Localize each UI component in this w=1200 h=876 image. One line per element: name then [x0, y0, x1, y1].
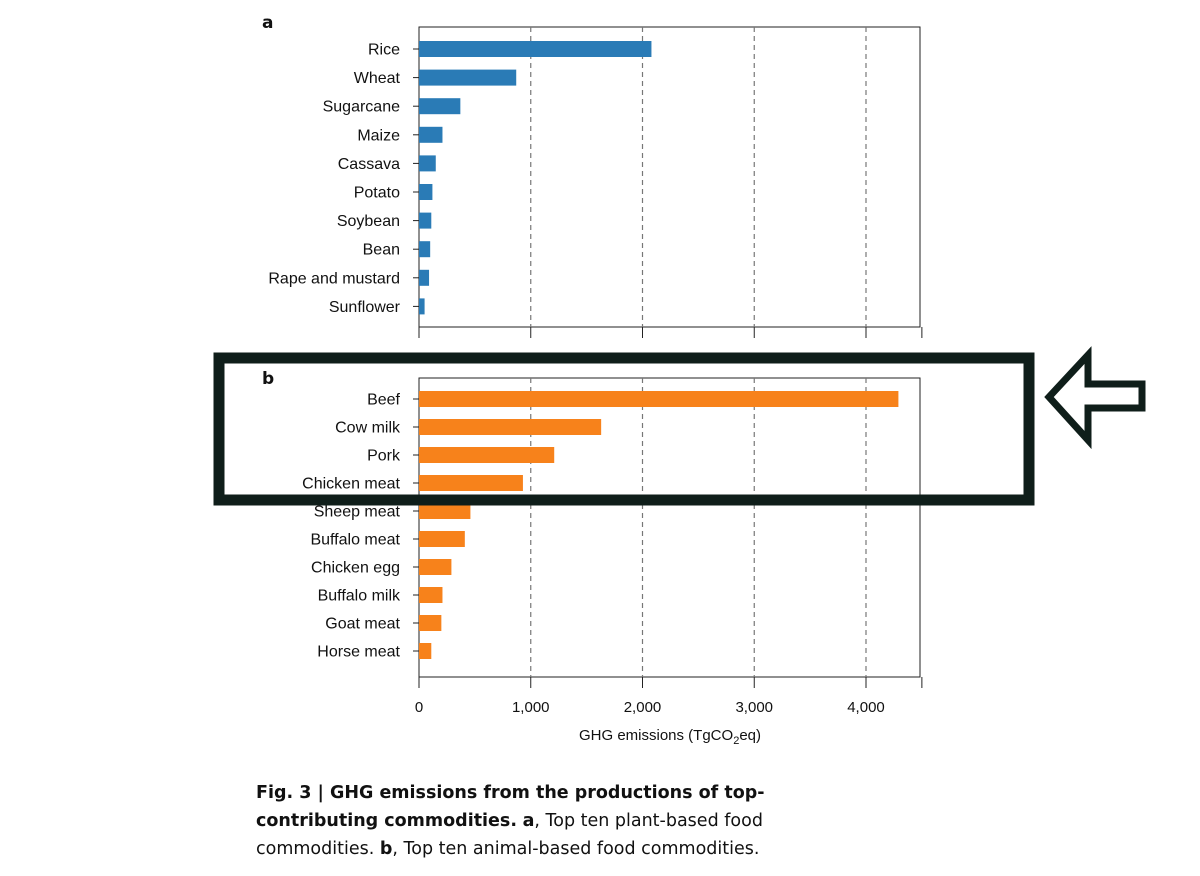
- x-axis-title: GHG emissions (TgCO2eq): [579, 727, 761, 747]
- category-label: Rape and mustard: [268, 270, 400, 287]
- figure-chart: a Rice Wheat Sugarcane Maize Cassava Potato Soy…: [0, 0, 1200, 876]
- panel-letter: a: [262, 13, 273, 33]
- bar: [419, 643, 431, 659]
- category-label: Rice: [368, 42, 400, 59]
- bar: [419, 41, 651, 57]
- bar: [419, 419, 601, 435]
- category-label: Buffalo milk: [318, 588, 401, 605]
- category-label: Cassava: [338, 156, 400, 173]
- x-tick-label: 3,000: [735, 699, 773, 716]
- category-label: Bean: [363, 242, 400, 259]
- panel-a-plant-based: a Rice Wheat Sugarcane Maize Cassava Potato Soy…: [262, 13, 922, 338]
- category-label: Maize: [357, 127, 400, 144]
- category-label: Potato: [354, 185, 400, 202]
- bar: [419, 184, 432, 200]
- category-label: Chicken meat: [302, 476, 400, 493]
- bar: [419, 587, 442, 603]
- category-label: Pork: [367, 448, 401, 465]
- bar: [419, 298, 425, 314]
- caption-panel-b-marker: b: [380, 839, 393, 859]
- category-label: Horse meat: [317, 644, 400, 661]
- arrow-pointer-icon: [1049, 355, 1142, 440]
- x-tick-label: 2,000: [624, 699, 662, 716]
- category-label: Cow milk: [335, 420, 401, 437]
- category-label: Sunflower: [329, 299, 401, 316]
- category-label: Sugarcane: [323, 99, 400, 116]
- panel-letter: b: [262, 369, 274, 389]
- bar: [419, 391, 898, 407]
- panel-b-animal-based: b Beef Cow milk Pork Chicken meat Sheep meat B…: [262, 369, 922, 716]
- bar: [419, 615, 441, 631]
- caption-panel-a-marker: a: [523, 811, 535, 831]
- bar: [419, 241, 430, 257]
- category-label: Beef: [367, 392, 400, 409]
- category-label: Buffalo meat: [310, 532, 400, 549]
- x-tick-label: 4,000: [847, 699, 885, 716]
- bar: [419, 475, 523, 491]
- bar: [419, 98, 460, 114]
- x-tick-label: 1,000: [512, 699, 550, 716]
- bar: [419, 213, 431, 229]
- bar: [419, 127, 442, 143]
- bar: [419, 70, 516, 86]
- x-tick-label: 0: [415, 699, 423, 716]
- category-label: Wheat: [354, 70, 401, 87]
- caption-panel-b-text: , Top ten animal-based food commodities.: [392, 839, 759, 859]
- category-label: Soybean: [337, 213, 400, 230]
- bar: [419, 270, 429, 286]
- bar: [419, 155, 436, 171]
- category-label: Chicken egg: [311, 560, 400, 577]
- bar: [419, 559, 451, 575]
- category-label: Sheep meat: [314, 504, 401, 521]
- figure-caption: Fig. 3 | GHG emissions from the producti…: [256, 779, 876, 863]
- bar: [419, 447, 554, 463]
- category-label: Goat meat: [325, 616, 400, 633]
- bar: [419, 531, 465, 547]
